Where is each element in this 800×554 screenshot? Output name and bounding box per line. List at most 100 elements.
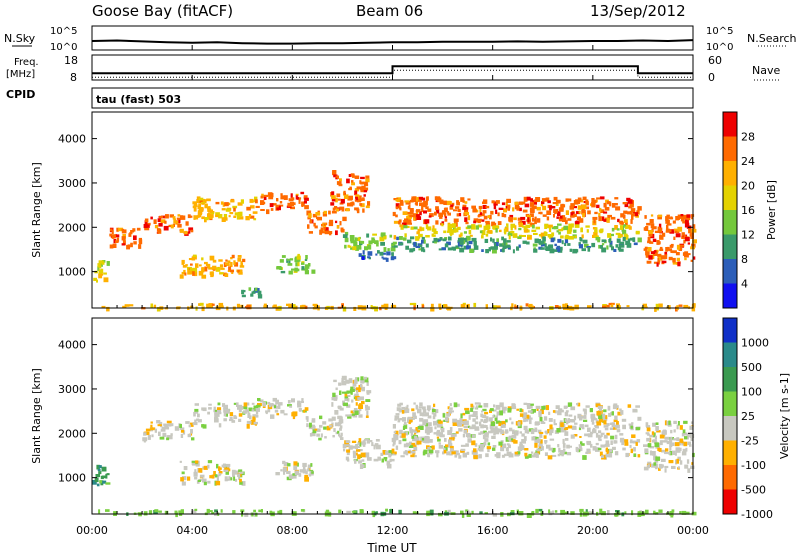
velocity-panel-cell-11-53 — [466, 512, 471, 517]
power-panel-cell-13-13 — [425, 235, 430, 238]
velocity-panel-cell-7-47 — [331, 402, 334, 407]
power-panel-cell-15-97 — [643, 248, 648, 251]
power-panel-cell-15-43 — [650, 214, 654, 217]
power-panel-cell-12-293 — [526, 196, 531, 201]
power-panel-cell-12-156 — [534, 216, 537, 220]
velocity-panel-cell-6-17 — [339, 435, 343, 438]
velocity-panel-cell-9-459 — [475, 405, 478, 410]
velocity-panel-cell-8-22 — [359, 442, 362, 447]
velocity-panel-cell-9-164 — [614, 415, 618, 420]
velocity-panel-cell-6-6 — [319, 424, 323, 428]
velocity-panel-cell-9-682 — [417, 408, 422, 414]
velocity-panel-cell-9-457 — [625, 452, 630, 458]
power-panel-cell-7-13 — [297, 261, 300, 267]
power-panel-cell-12-3 — [446, 211, 450, 214]
power-panel-cell-13-69 — [425, 224, 429, 230]
power-panel-cell-13-114 — [615, 232, 621, 235]
velocity-panel-cell-9-115 — [613, 419, 618, 422]
power-panel-cell-14-34 — [421, 236, 425, 240]
power-y-axis-label: Slant Range [km] — [30, 162, 43, 258]
velocity-panel-cell-8-39 — [359, 464, 364, 469]
power-panel-cell-16-22 — [558, 305, 562, 310]
velocity-panel-cell-8-35 — [356, 446, 361, 448]
power-panel-cell-14-71 — [418, 244, 423, 248]
power-panel-cell-14-39 — [601, 243, 605, 246]
power-panel-cell-3-56 — [208, 209, 213, 213]
velocity-panel-cell-9-357 — [506, 443, 510, 446]
power-panel-cell-14-48 — [597, 237, 601, 243]
power-panel-cell-14-28 — [405, 245, 409, 250]
power-panel-cell-12-216 — [462, 204, 467, 208]
velocity-panel-cell-9-283 — [462, 434, 466, 438]
velocity-panel-cell-9-228 — [394, 451, 397, 455]
velocity-panel-cell-7-67 — [356, 390, 359, 394]
power-panel-cell-10-31 — [359, 240, 365, 244]
power-panel-cell-16-38 — [642, 303, 647, 308]
velocity-panel-cell-3-32 — [255, 408, 260, 412]
power-panel-cell-15-46 — [690, 235, 694, 239]
power-panel-cell-4-0 — [297, 196, 300, 200]
velocity-panel-cell-9-336 — [505, 419, 508, 423]
power-panel-cell-12-145 — [545, 197, 550, 201]
power-panel-cell-5-64 — [220, 267, 225, 270]
velocity-panel-cell-9-193 — [540, 409, 544, 415]
velocity-panel-cell-4-40 — [181, 471, 185, 475]
power-panel-cell-1-5 — [111, 230, 114, 235]
power-panel-cell-16-90 — [430, 303, 434, 309]
power-panel-cell-12-321 — [507, 204, 511, 209]
power-panel-cell-1-32 — [116, 237, 120, 242]
velocity-panel-cell-4-72 — [239, 478, 242, 483]
velocity-panel-cell-10-84 — [683, 441, 688, 447]
power-panel-cell-12-17 — [482, 204, 487, 209]
power-panel-cell-3-61 — [197, 212, 203, 216]
power-panel-cell-13-139 — [479, 230, 483, 234]
power-panel-cell-13-19 — [525, 224, 531, 228]
power-panel-cell-4-22 — [295, 193, 299, 196]
power-panel-cell-14-115 — [533, 248, 538, 253]
power-panel-cell-12-167 — [490, 210, 494, 215]
power-panel-cell-12-65 — [479, 209, 482, 213]
power-panel-cell-9-25 — [354, 175, 360, 179]
power-panel-cell-14-29 — [533, 247, 536, 250]
power-panel-cell-16-19 — [654, 307, 657, 312]
power-panel-cell-14-136 — [587, 247, 591, 252]
power-panel-cell-13-22 — [527, 229, 530, 233]
power-panel-cell-3-63 — [197, 205, 200, 210]
power-panel-cell-12-286 — [518, 222, 523, 228]
velocity-panel-cell-9-138 — [427, 415, 432, 419]
power-panel-cell-3-0 — [201, 216, 205, 220]
velocity-panel-cell-11-21 — [588, 511, 592, 515]
power-panel-cell-3-66 — [201, 202, 205, 205]
velocity-panel-cell-9-651 — [474, 421, 479, 425]
power-panel-cell-12-196 — [635, 215, 639, 218]
power-panel-cell-3-16 — [232, 205, 238, 209]
velocity-panel-ytick-label-1: 2000 — [58, 427, 86, 440]
power-panel-cell-2-4 — [172, 223, 175, 227]
velocity-panel-cell-9-637 — [519, 431, 522, 434]
power-panel-cell-13-106 — [581, 234, 584, 239]
velocity-panel-cell-9-611 — [444, 438, 447, 442]
velocity-panel-cell-9-276 — [496, 421, 502, 424]
power-panel-cell-12-306 — [560, 204, 566, 208]
power-panel-cell-16-76 — [496, 305, 501, 308]
velocity-panel-cell-4-46 — [239, 471, 244, 474]
velocity-panel-cell-11-132 — [98, 509, 101, 514]
velocity-panel-cell-9-436 — [505, 447, 509, 452]
power-panel-cell-13-159 — [548, 227, 552, 233]
velocity-panel-cell-9-588 — [585, 405, 590, 408]
power-panel-cell-12-342 — [485, 220, 490, 223]
velocity-panel-cell-11-147 — [300, 509, 305, 512]
velocity-panel-cell-9-671 — [414, 415, 417, 419]
velocity-panel-cell-11-128 — [479, 511, 483, 515]
power-panel-cell-12-301 — [413, 217, 416, 221]
velocity-panel-cell-11-93 — [398, 509, 402, 514]
velocity-panel-cell-9-546 — [447, 430, 452, 435]
power-panel-cell-12-135 — [408, 204, 411, 210]
velocity-panel-cell-9-157 — [399, 429, 403, 435]
power-panel-cell-12-127 — [557, 211, 561, 214]
velocity-panel-cell-10-80 — [653, 455, 658, 461]
velocity-panel-cell-11-121 — [466, 511, 471, 514]
power-panel-cell-12-330 — [633, 212, 638, 217]
velocity-panel-cell-10-9 — [664, 420, 668, 426]
velocity-panel-cell-9-23 — [415, 404, 418, 410]
